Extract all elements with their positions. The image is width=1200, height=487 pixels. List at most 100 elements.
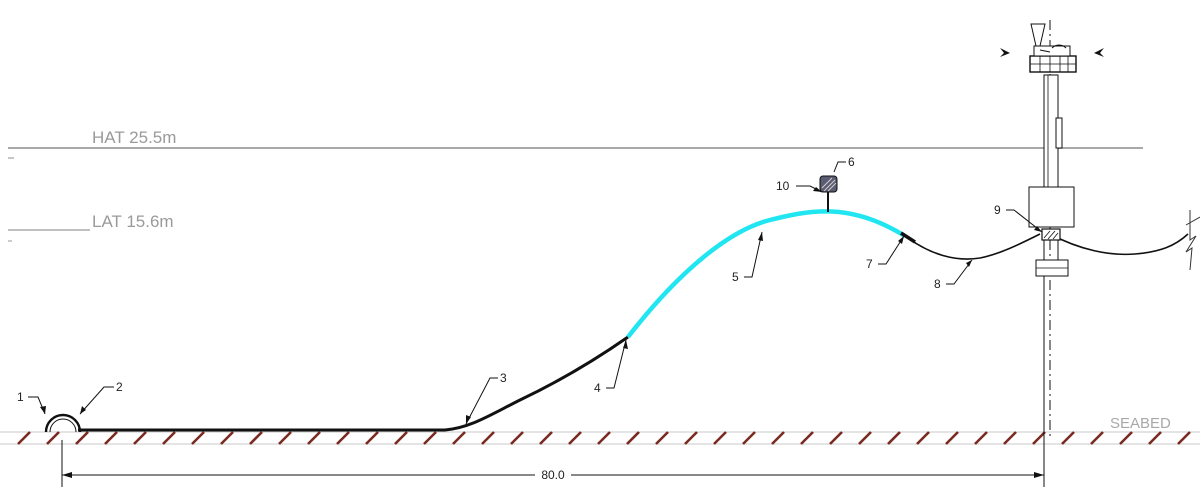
topside-deck-grid — [1030, 56, 1076, 72]
seabed-label: SEABED — [1110, 415, 1171, 432]
seabed-hatch-stroke — [133, 431, 147, 445]
callout-9: 9 — [994, 203, 1001, 217]
seabed-hatch-stroke — [249, 431, 263, 445]
flexible-riser-continuation — [1049, 233, 1189, 256]
seabed-hatch-stroke — [1148, 431, 1162, 445]
callout-2: 2 — [116, 380, 123, 394]
callout-3: 3 — [500, 371, 507, 385]
flowline-seabed-section — [78, 335, 629, 432]
callout-10: 10 — [776, 179, 790, 193]
riser-clamp — [1055, 117, 1063, 149]
flare-left-icon — [1000, 48, 1010, 57]
arrowhead-8 — [966, 260, 972, 267]
arrowhead-9 — [1034, 226, 1042, 232]
seabed-hatch-stroke — [916, 431, 930, 445]
seabed-hatch-stroke — [394, 431, 408, 445]
arrowhead-4 — [623, 340, 628, 349]
leader-1 — [28, 396, 46, 415]
seabed-hatch-stroke — [510, 431, 524, 445]
dimension-arrow-left — [62, 472, 72, 478]
marker-buoy-6 — [819, 175, 838, 193]
flexible-riser-span — [907, 233, 1041, 260]
seabed-hatch-stroke — [713, 431, 727, 445]
buoyancy-section — [626, 209, 907, 339]
crane-mast — [1030, 23, 1046, 47]
seabed-hatch-stroke — [539, 431, 553, 445]
seabed-end-fitting — [44, 413, 82, 433]
seabed-hatch-stroke — [336, 431, 350, 445]
marker-buoy-hatching — [821, 177, 837, 192]
seabed-hatch-stroke — [1090, 431, 1104, 445]
callout-4: 4 — [594, 381, 601, 395]
seabed-hatch-stroke — [17, 431, 31, 445]
seabed-hatch-stroke — [1177, 431, 1191, 445]
seabed-hatch-stroke — [220, 431, 234, 445]
seabed-hatch-stroke — [1119, 431, 1133, 445]
arrowhead-5 — [758, 232, 763, 241]
seabed-hatch-stroke — [597, 431, 611, 445]
topside-detail — [1039, 44, 1067, 53]
callout-1: 1 — [17, 390, 24, 404]
seabed-hatch-stroke — [191, 431, 205, 445]
riser-connector-hatch — [1043, 230, 1059, 240]
arrowhead-7 — [898, 236, 904, 244]
seabed-hatch-stroke — [684, 431, 698, 445]
leader-6 — [833, 161, 846, 173]
hat-level-label: HAT 25.5m — [92, 128, 176, 147]
arrowhead-1 — [40, 406, 46, 414]
seabed-hatch-stroke — [887, 431, 901, 445]
riser-connector-9 — [1041, 228, 1061, 241]
leader-8 — [946, 259, 973, 285]
leader-2 — [79, 386, 114, 415]
length-dimension: 80.0 — [61, 432, 1045, 487]
platform-structure — [1000, 20, 1104, 440]
seabed-hatch-stroke — [75, 431, 89, 445]
break-symbol — [1185, 210, 1197, 271]
callout-8: 8 — [934, 277, 941, 291]
dimension-value: 80.0 — [541, 468, 565, 482]
leader-4 — [606, 339, 627, 389]
seabed-hatching — [17, 431, 1191, 445]
dimension-arrow-right — [1034, 472, 1044, 478]
seabed-hatch-stroke — [307, 431, 321, 445]
topside-equipment — [1033, 45, 1071, 57]
callout-7: 7 — [866, 257, 873, 271]
seabed-hatch-stroke — [104, 431, 118, 445]
transition-piece — [1028, 186, 1075, 228]
seabed-hatch-stroke — [423, 431, 437, 445]
leader-9 — [1006, 209, 1043, 233]
leader-3 — [465, 377, 498, 425]
seabed: SEABED — [0, 415, 1200, 445]
callout-arrowheads — [40, 187, 1042, 424]
seabed-hatch-stroke — [278, 431, 292, 445]
seabed-hatch-stroke — [800, 431, 814, 445]
arrowhead-3 — [466, 415, 471, 424]
seabed-hatch-stroke — [742, 431, 756, 445]
seabed-hatch-stroke — [46, 431, 60, 445]
callout-leaders — [28, 161, 1043, 425]
arrowhead-2 — [80, 406, 86, 414]
seabed-hatch-stroke — [626, 431, 640, 445]
seabed-hatch-stroke — [829, 431, 843, 445]
seabed-hatch-stroke — [1032, 431, 1046, 445]
seabed-hatch-stroke — [974, 431, 988, 445]
break-cut-line — [1185, 216, 1200, 226]
seabed-hatch-stroke — [568, 431, 582, 445]
seabed-hatch-stroke — [162, 431, 176, 445]
end-fitting-inner — [49, 418, 77, 433]
seabed-hatch-stroke — [858, 431, 872, 445]
callout-6: 6 — [848, 155, 855, 169]
callout-5: 5 — [732, 270, 739, 284]
arrowhead-10 — [813, 187, 822, 192]
dimension-text-background — [535, 466, 571, 482]
flare-right-icon — [1094, 48, 1104, 57]
lat-level-label: LAT 15.6m — [92, 212, 174, 231]
leader-5 — [744, 231, 763, 278]
seabed-hatch-stroke — [481, 431, 495, 445]
leader-7 — [878, 235, 905, 265]
seabed-hatch-stroke — [365, 431, 379, 445]
seabed-hatch-stroke — [771, 431, 785, 445]
seabed-hatch-stroke — [655, 431, 669, 445]
seabed-hatch-stroke — [1003, 431, 1017, 445]
